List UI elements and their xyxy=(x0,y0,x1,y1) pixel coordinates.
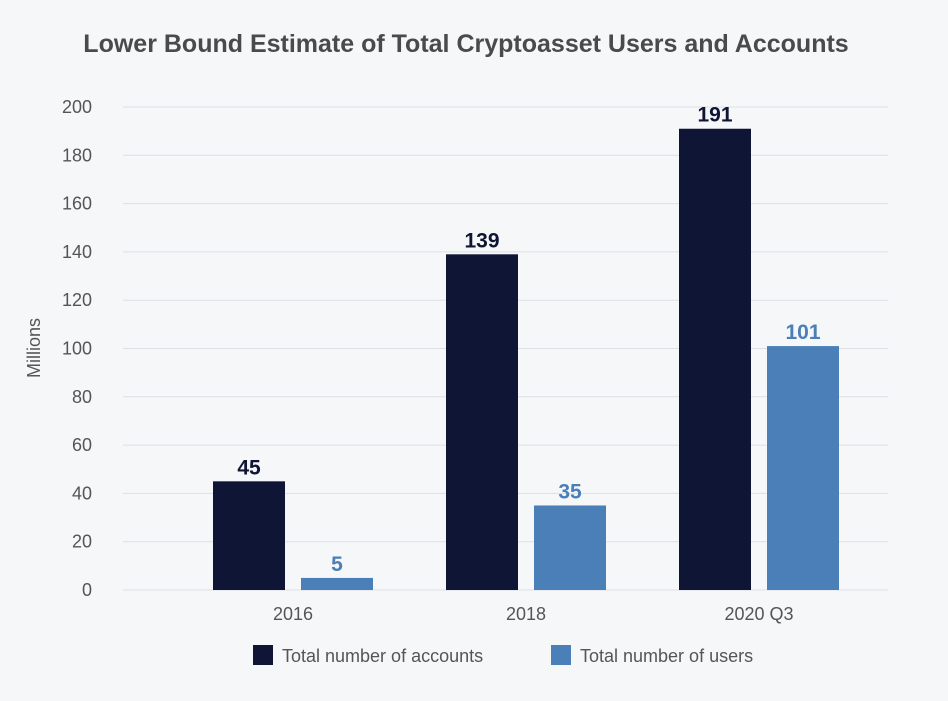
y-tick-label: 80 xyxy=(72,387,92,407)
y-tick-label: 20 xyxy=(72,532,92,552)
y-tick-label: 100 xyxy=(62,339,92,359)
y-tick-label: 200 xyxy=(62,97,92,117)
data-label: 5 xyxy=(331,553,343,576)
y-tick-label: 140 xyxy=(62,242,92,262)
x-tick-label: 2016 xyxy=(273,604,313,624)
y-tick-label: 120 xyxy=(62,290,92,310)
bar-2020-q3-series-1 xyxy=(679,128,751,591)
y-tick-label: 40 xyxy=(72,483,92,503)
y-axis-ticks: 0 20 40 60 80 100 120 140 160 180 200 xyxy=(62,97,92,600)
x-tick-label: 2018 xyxy=(506,604,546,624)
y-axis-label: Millions xyxy=(24,318,44,378)
chart-title: Lower Bound Estimate of Total Cryptoasse… xyxy=(83,30,848,58)
data-label: 139 xyxy=(464,229,499,252)
legend-label: Total number of accounts xyxy=(282,646,483,666)
bars xyxy=(213,128,839,591)
legend-swatch xyxy=(253,645,273,665)
x-tick-label: 2020 Q3 xyxy=(724,604,793,624)
bar-2016-series-1 xyxy=(213,481,285,590)
legend: Total number of accounts Total number of … xyxy=(253,645,753,666)
data-label: 35 xyxy=(558,480,582,503)
data-label: 45 xyxy=(237,456,261,479)
y-tick-label: 60 xyxy=(72,435,92,455)
y-tick-label: 160 xyxy=(62,194,92,214)
data-label: 101 xyxy=(785,321,820,344)
bar-2016-series-2 xyxy=(301,577,373,590)
data-labels: 45 5 139 35 191 101 xyxy=(237,104,821,576)
bar-2018-series-2 xyxy=(534,505,606,590)
legend-swatch xyxy=(551,645,571,665)
bar-2018-series-1 xyxy=(446,254,518,590)
y-tick-label: 0 xyxy=(82,580,92,600)
x-axis-ticks: 2016 2018 2020 Q3 xyxy=(273,604,794,624)
y-tick-label: 180 xyxy=(62,145,92,165)
data-label: 191 xyxy=(697,104,732,127)
legend-label: Total number of users xyxy=(580,646,753,666)
bar-2020-q3-series-2 xyxy=(767,346,839,590)
